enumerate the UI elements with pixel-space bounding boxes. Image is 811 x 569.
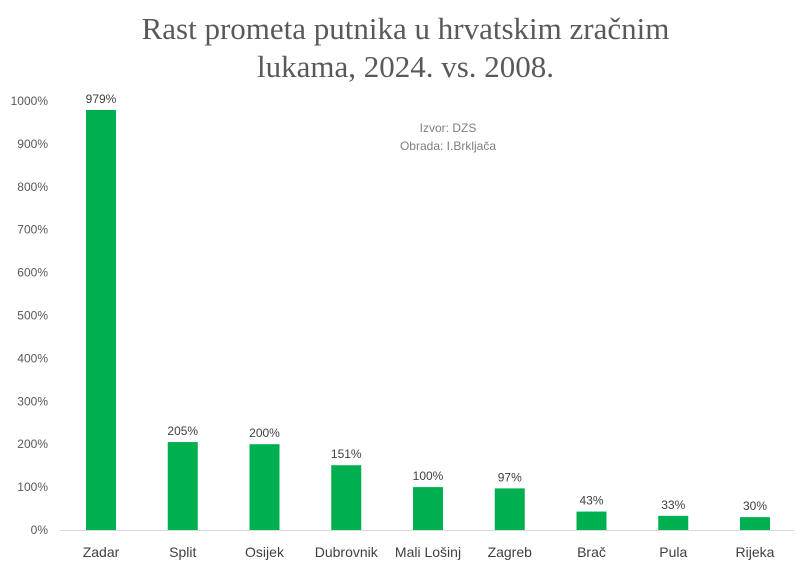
bar xyxy=(167,442,198,530)
y-tick-label: 600% xyxy=(17,266,48,280)
x-tick-label: Dubrovnik xyxy=(315,544,379,560)
y-tick-label: 400% xyxy=(17,351,48,365)
author-annotation: Obrada: I.Brkljača xyxy=(400,139,496,153)
data-label: 30% xyxy=(743,499,767,513)
y-tick-label: 1000% xyxy=(11,94,49,108)
y-tick-label: 300% xyxy=(17,394,48,408)
data-label: 43% xyxy=(579,494,603,508)
bar xyxy=(494,488,525,530)
x-tick-label: Pula xyxy=(659,544,687,560)
data-label: 97% xyxy=(498,470,522,484)
chart-title: Rast prometa putnika u hrvatskim zračnim… xyxy=(0,10,811,86)
x-tick-label: Brač xyxy=(577,544,606,560)
chart-title-line-2: lukama, 2024. vs. 2008. xyxy=(256,49,555,84)
bar xyxy=(658,515,689,530)
bar xyxy=(249,444,280,530)
x-tick-label: Split xyxy=(169,544,196,560)
y-tick-label: 800% xyxy=(17,180,48,194)
data-label: 151% xyxy=(331,447,362,461)
y-tick-label: 200% xyxy=(17,437,48,451)
chart-title-line-1: Rast prometa putnika u hrvatskim zračnim xyxy=(141,11,670,46)
data-label: 200% xyxy=(249,426,280,440)
annotation: Izvor: DZS Obrada: I.Brkljača xyxy=(400,121,496,153)
y-tick-label: 900% xyxy=(17,137,48,151)
data-label: 33% xyxy=(661,498,685,512)
data-label: 100% xyxy=(413,469,444,483)
bar xyxy=(413,487,443,530)
y-tick-label: 700% xyxy=(17,223,48,237)
data-labels: 979% 205% 200% 151% 100% 97% 43% 33% 30% xyxy=(86,92,768,513)
x-axis: Zadar Split Osijek Dubrovnik Mali Lošinj Zagr… xyxy=(83,544,775,560)
x-tick-label: Rijeka xyxy=(736,544,775,560)
x-tick-label: Zagreb xyxy=(488,544,533,560)
bars xyxy=(86,110,770,530)
data-label: 205% xyxy=(167,424,198,438)
y-axis: 0% 100% 200% 300% 400% 500% 600% 700% 800% 900% 10… xyxy=(11,94,49,537)
data-label: 979% xyxy=(86,92,117,106)
y-tick-label: 500% xyxy=(17,309,48,323)
x-tick-label: Mali Lošinj xyxy=(395,544,461,560)
bar xyxy=(740,517,770,530)
bar xyxy=(86,110,116,530)
bar xyxy=(331,465,362,530)
source-annotation: Izvor: DZS xyxy=(420,121,477,135)
y-tick-label: 0% xyxy=(31,523,49,537)
y-tick-label: 100% xyxy=(17,480,48,494)
x-tick-label: Zadar xyxy=(83,544,120,560)
bar xyxy=(576,511,607,530)
x-tick-label: Osijek xyxy=(245,544,285,560)
